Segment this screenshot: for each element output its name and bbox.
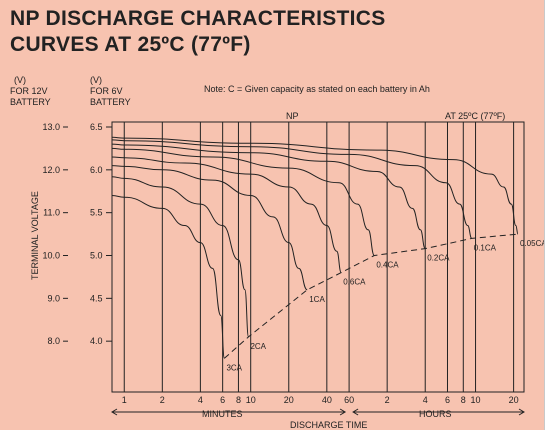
x-tick-label: 2 <box>385 395 390 405</box>
y12-tick-label: 11.0 <box>43 208 60 218</box>
capacity-note: Note: C = Given capacity as stated on ea… <box>204 84 430 94</box>
curve-label: 0.1CA <box>474 243 497 252</box>
hours-arrow-left <box>352 408 359 416</box>
chart-title-line-1: NP DISCHARGE CHARACTERISTICS <box>10 7 386 30</box>
minutes-label: MINUTES <box>202 409 243 419</box>
y12-tick-label: 10.0 <box>42 251 60 261</box>
y6-header-line-1: FOR 6V <box>90 86 123 96</box>
temperature-label: AT 25ºC (77ºF) <box>445 111 505 121</box>
final-voltage-line <box>224 233 519 359</box>
x-tick-label: 10 <box>471 395 481 405</box>
series-label: NP <box>286 111 299 121</box>
y6-tick-label: 4.5 <box>90 293 103 303</box>
curve-label: 0.6CA <box>343 278 366 287</box>
y12-tick-label: 9.0 <box>47 293 60 303</box>
y12-tick-label: 12.0 <box>42 165 60 175</box>
y-axis-title: TERMINAL VOLTAGE <box>30 191 40 280</box>
discharge-curve <box>111 136 519 235</box>
curve-label: 0.4CA <box>376 261 399 270</box>
curve-label: 1CA <box>309 295 325 304</box>
x-tick-label: 6 <box>445 395 450 405</box>
y6-header-unit: (V) <box>90 75 102 85</box>
x-tick-label: 2 <box>160 395 165 405</box>
curve-label: 0.05CA <box>520 239 544 248</box>
x-tick-label: 6 <box>220 395 225 405</box>
discharge-curve <box>111 195 225 359</box>
discharge-curve <box>111 147 375 256</box>
y6-tick-label: 5.0 <box>90 251 103 261</box>
y6-tick-label: 5.5 <box>90 208 103 218</box>
hours-label: HOURS <box>419 409 452 419</box>
y12-header-unit: (V) <box>14 75 26 85</box>
x-tick-label: 8 <box>461 395 466 405</box>
curve-label: 3CA <box>226 363 242 372</box>
x-tick-label: 40 <box>322 395 332 405</box>
y6-tick-label: 6.0 <box>90 165 103 175</box>
x-tick-label: 1 <box>122 395 127 405</box>
y12-tick-label: 13.0 <box>42 122 60 132</box>
x-tick-label: 4 <box>423 395 428 405</box>
x-tick-label: 8 <box>236 395 241 405</box>
discharge-curve <box>111 139 473 239</box>
y12-header-line-1: FOR 12V <box>10 86 48 96</box>
chart-title-line-2: CURVES AT 25ºC (77ºF) <box>10 33 251 56</box>
y6-tick-label: 4.0 <box>90 336 103 346</box>
y6-tick-label: 6.5 <box>90 122 103 132</box>
x-tick-label: 20 <box>509 395 519 405</box>
discharge-curve <box>111 156 342 274</box>
y12-header-line-2: BATTERY <box>10 97 51 107</box>
page-edge <box>544 0 552 430</box>
x-tick-label: 20 <box>284 395 294 405</box>
curve-label: 2CA <box>250 342 266 351</box>
discharge-curve <box>111 143 426 250</box>
x-tick-label: 60 <box>344 395 354 405</box>
discharge-curve <box>111 176 249 338</box>
hours-arrow-right <box>518 408 525 416</box>
plot-frame <box>111 121 525 393</box>
minutes-arrow-right <box>339 408 347 416</box>
x-axis-title: DISCHARGE TIME <box>290 420 367 430</box>
curve-label: 0.2CA <box>427 254 450 263</box>
x-tick-label: 10 <box>246 395 256 405</box>
minutes-arrow-left <box>111 408 118 416</box>
y12-tick-label: 8.0 <box>47 336 60 346</box>
discharge-curve <box>111 165 308 291</box>
x-tick-label: 4 <box>198 395 203 405</box>
y6-header-line-2: BATTERY <box>90 97 131 107</box>
